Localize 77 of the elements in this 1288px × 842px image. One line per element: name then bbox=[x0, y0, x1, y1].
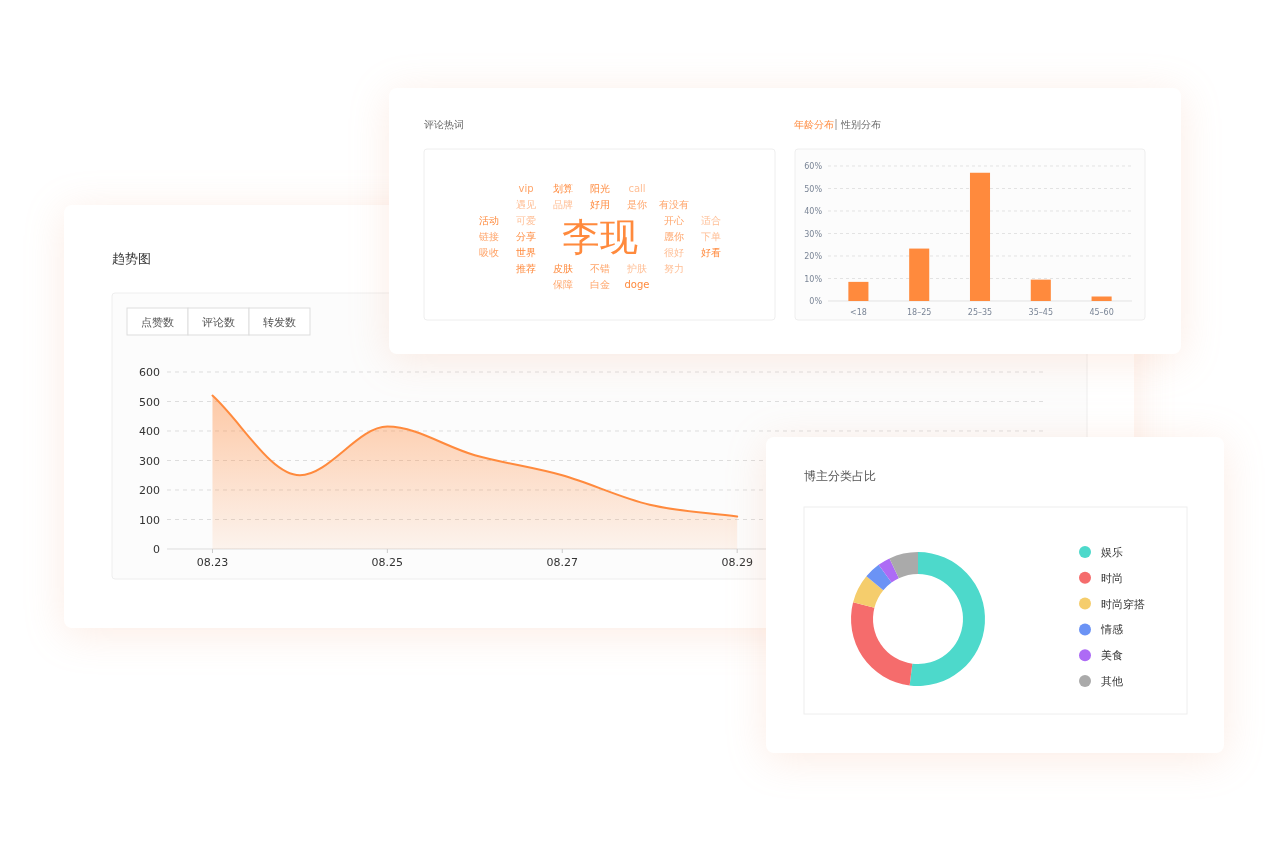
legend-label: 情感 bbox=[1100, 623, 1123, 637]
text: 品牌 bbox=[553, 199, 573, 210]
text: 白金 bbox=[590, 279, 610, 290]
text: 遇见 bbox=[516, 199, 536, 210]
chart-title: 趋势图 bbox=[112, 251, 151, 266]
chart-title: 年龄分布 bbox=[794, 119, 834, 130]
legend-label: 时尚 bbox=[1101, 571, 1123, 585]
x-tick-label: 08.25 bbox=[371, 556, 404, 569]
bar bbox=[909, 248, 930, 301]
text: 保障 bbox=[553, 279, 573, 290]
text: 努力 bbox=[664, 263, 684, 274]
x-tick-label: 08.23 bbox=[196, 556, 229, 569]
donut-slice bbox=[889, 552, 918, 579]
bar bbox=[1030, 279, 1051, 301]
y-tick-label: 10% bbox=[804, 274, 823, 284]
bar bbox=[969, 172, 991, 301]
donut-slice bbox=[878, 558, 899, 583]
y-tick-label: 30% bbox=[804, 229, 823, 239]
bar bbox=[848, 281, 869, 301]
text: 开心 bbox=[664, 215, 684, 226]
text: 转发数 bbox=[263, 316, 296, 329]
x-tick-label: 08.29 bbox=[721, 556, 753, 569]
text: 吸收 bbox=[479, 247, 499, 258]
x-tick-label: 35–45 bbox=[1028, 308, 1053, 317]
donut-slice bbox=[851, 602, 913, 686]
x-tick-label: 08.27 bbox=[546, 556, 579, 569]
x-tick-label: 18–25 bbox=[907, 308, 932, 317]
text: 适合 bbox=[701, 215, 721, 226]
text: 阳光 bbox=[590, 183, 610, 194]
x-tick-label: 25–35 bbox=[967, 308, 993, 317]
text: 好看 bbox=[701, 247, 721, 258]
text: 分享 bbox=[516, 231, 536, 242]
y-tick-label: 600 bbox=[139, 366, 160, 379]
legend-label: 娱乐 bbox=[1101, 546, 1123, 559]
text: 划算 bbox=[553, 183, 573, 194]
donut-slice bbox=[866, 564, 892, 591]
text: 性别分布 bbox=[840, 119, 881, 130]
text: 不错 bbox=[590, 263, 610, 274]
legend-label: 时尚穿搭 bbox=[1101, 597, 1145, 611]
legend-label: 美食 bbox=[1101, 649, 1123, 663]
text: 评论数 bbox=[202, 316, 235, 329]
text: doge bbox=[624, 279, 650, 290]
y-tick-label: 100 bbox=[139, 513, 160, 527]
text: call bbox=[628, 183, 646, 194]
donut-slice bbox=[909, 552, 985, 686]
text: 有没有 bbox=[659, 199, 689, 210]
y-tick-label: 20% bbox=[804, 252, 823, 261]
text: 是你 bbox=[627, 199, 647, 210]
text: 李现 bbox=[562, 215, 638, 259]
text: 下单 bbox=[701, 231, 721, 242]
y-tick-label: 400 bbox=[139, 425, 160, 438]
y-tick-label: 60% bbox=[804, 162, 823, 171]
text: 皮肤 bbox=[553, 263, 573, 274]
x-tick-label: <18 bbox=[849, 308, 867, 317]
text: 链接 bbox=[478, 231, 499, 242]
y-tick-label: 500 bbox=[139, 395, 160, 409]
donut-slice bbox=[853, 576, 884, 608]
text: vip bbox=[518, 183, 534, 194]
legend-label: 其他 bbox=[1101, 675, 1123, 688]
y-tick-label: 50% bbox=[804, 184, 823, 194]
y-tick-label: 0 bbox=[153, 543, 160, 556]
text: 好用 bbox=[590, 199, 610, 210]
y-tick-label: 300 bbox=[139, 454, 160, 468]
text: 可爱 bbox=[516, 215, 536, 226]
text: 很好 bbox=[664, 247, 684, 258]
x-tick-label: 45–60 bbox=[1089, 308, 1114, 317]
text: 推荐 bbox=[516, 263, 536, 274]
text: 评论热词 bbox=[424, 119, 464, 130]
text: 点赞数 bbox=[141, 316, 174, 329]
y-tick-label: 0% bbox=[809, 297, 823, 306]
chart-title: 博主分类占比 bbox=[804, 469, 876, 483]
y-tick-label: 40% bbox=[804, 207, 823, 216]
text: 护肤 bbox=[626, 263, 647, 274]
y-tick-label: 200 bbox=[139, 484, 160, 497]
text: 世界 bbox=[516, 247, 536, 258]
text: 活动 bbox=[479, 215, 499, 226]
text: 愿你 bbox=[664, 231, 684, 242]
